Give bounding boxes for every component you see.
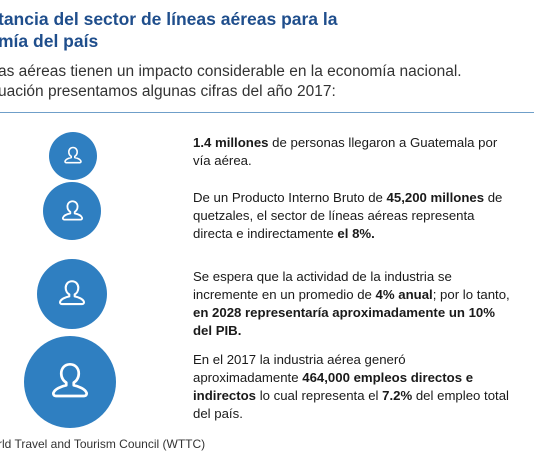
stat-highlight: 464,000 empleos directos e indirectos: [193, 370, 474, 403]
person-icon: [43, 182, 101, 240]
section-divider: [0, 112, 534, 113]
stat-text-run: del empleo total del país.: [193, 388, 509, 421]
intro-line-2: uación presentamos algunas cifras del añ…: [0, 83, 336, 100]
stat-highlight: 1.4 millones: [193, 135, 269, 150]
stat-text-run: lo cual representa el: [256, 388, 383, 403]
intro-paragraph: as aéreas tienen un impacto considerable…: [0, 62, 462, 102]
stat-highlight: 45,200 millones: [386, 190, 485, 205]
source-note: rld Travel and Tourism Council (WTTC): [0, 437, 206, 451]
stat-highlight: en 2028 representaría aproximadamente un…: [193, 305, 495, 338]
stat-item-4: En el 2017 la industria aérea generó apr…: [193, 351, 513, 423]
person-icon: [37, 259, 107, 329]
person-icon-glyph: [58, 280, 86, 306]
person-icon-glyph: [52, 362, 88, 398]
page-title: tancia del sector de líneas aéreas para …: [0, 8, 534, 52]
person-icon: [24, 336, 116, 428]
stat-item-2: De un Producto Interno Bruto de 45,200 m…: [193, 189, 513, 243]
title-line-1: tancia del sector de líneas aéreas para …: [0, 9, 338, 29]
person-icon-glyph: [61, 199, 83, 221]
stat-highlight: el 8%.: [337, 226, 375, 241]
stat-highlight: 4% anual: [375, 287, 433, 302]
stat-text-run: En el 2017 la industria aérea generó apr…: [193, 352, 406, 385]
stat-text-run: de personas llegaron a Guatemala por vía…: [193, 135, 498, 168]
stat-text-run: De un Producto Interno Bruto de: [193, 190, 387, 205]
person-icon-glyph: [64, 146, 82, 164]
stat-text-run: ; por lo tanto,: [432, 287, 510, 302]
stat-text-run: Se espera que la actividad de la industr…: [193, 269, 452, 302]
stat-highlight: 7.2%: [382, 388, 413, 403]
stat-text-run: de quetzales, el sector de líneas aéreas…: [193, 190, 503, 241]
stat-item-1: 1.4 millones de personas llegaron a Guat…: [193, 134, 513, 170]
title-line-2: mía del país: [0, 31, 99, 51]
stat-item-3: Se espera que la actividad de la industr…: [193, 268, 513, 340]
intro-line-1: as aéreas tienen un impacto considerable…: [0, 63, 462, 80]
person-icon: [49, 132, 97, 180]
